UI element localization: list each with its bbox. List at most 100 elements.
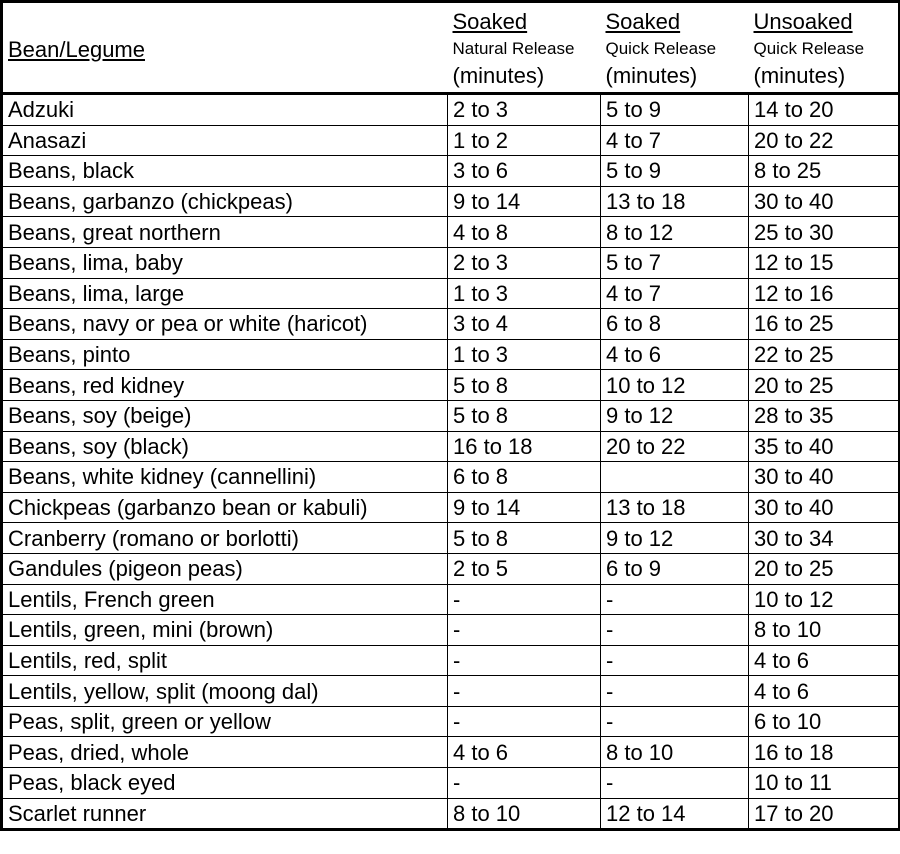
bean-name-cell: Beans, red kidney (1, 369, 448, 401)
unsoaked-quick-cell: 6 to 10 (748, 705, 900, 738)
soaked-natural-cell: 9 to 14 (447, 185, 601, 218)
bean-name-cell: Beans, lima, large (1, 277, 448, 310)
header-row: Bean/Legume Soaked Natural Release (minu… (1, 1, 900, 95)
table-row: Lentils, green, mini (brown) - -8 to 10 (1, 614, 900, 646)
bean-name-cell: Lentils, green, mini (brown) (1, 614, 448, 646)
header-subtitle: Quick Release (605, 39, 717, 58)
bean-name-cell: Anasazi (1, 124, 448, 157)
table-header: Bean/Legume Soaked Natural Release (minu… (1, 1, 900, 95)
table-row: Beans, soy (black) 16 to 18 20 to 22 35 to … (1, 430, 900, 463)
table-row: Beans, white kidney (cannellini) 6 to 8 30… (1, 461, 900, 493)
table-row: Beans, garbanzo (chickpeas) 9 to 14 13 to … (1, 185, 900, 218)
soaked-quick-cell: 5 to 7 (600, 246, 749, 279)
table-row: Lentils, French green - -10 to 12 (1, 583, 900, 616)
unsoaked-quick-cell: 30 to 40 (748, 185, 900, 218)
bean-name-cell: Beans, navy or pea or white (haricot) (1, 308, 448, 340)
table-row: Peas, black eyed - -10 to 11 (1, 767, 900, 799)
header-title: Unsoaked (753, 9, 853, 34)
table-row: Chickpeas (garbanzo bean or kabuli) 9 to … (1, 491, 900, 524)
bean-name-cell: Beans, great northern (1, 216, 448, 248)
unsoaked-quick-cell: 30 to 34 (748, 522, 900, 554)
bean-name-cell: Peas, black eyed (1, 767, 448, 799)
soaked-quick-cell: 6 to 9 (600, 552, 749, 585)
header-soaked-natural: Soaked Natural Release (minutes) (447, 1, 601, 95)
soaked-natural-cell: - (447, 583, 601, 616)
soaked-natural-cell: 2 to 5 (447, 552, 601, 585)
unsoaked-quick-cell: 20 to 25 (748, 369, 900, 401)
soaked-natural-cell: 4 to 6 (447, 736, 601, 769)
table-row: Lentils, red, split - -4 to 6 (1, 644, 900, 677)
soaked-quick-cell: 6 to 8 (600, 308, 749, 340)
soaked-natural-cell: 5 to 8 (447, 522, 601, 554)
header-subtitle: Natural Release (452, 39, 575, 58)
soaked-natural-cell: 5 to 8 (447, 369, 601, 401)
soaked-natural-cell: 3 to 6 (447, 155, 601, 187)
header-bean-legume-label: Bean/Legume (8, 37, 145, 62)
soaked-quick-cell: - (600, 644, 749, 677)
bean-name-cell: Beans, soy (beige) (1, 399, 448, 432)
table-row: Scarlet runner 8 to 10 12 to 14 17 to 20 (1, 797, 900, 831)
soaked-natural-cell: 4 to 8 (447, 216, 601, 248)
bean-name-cell: Gandules (pigeon peas) (1, 552, 448, 585)
bean-name-cell: Beans, black (1, 155, 448, 187)
unsoaked-quick-cell: 4 to 6 (748, 644, 900, 677)
soaked-quick-cell: 13 to 18 (600, 491, 749, 524)
unsoaked-quick-cell: 10 to 12 (748, 583, 900, 616)
bean-cooking-times-table: Bean/Legume Soaked Natural Release (minu… (0, 0, 900, 832)
unsoaked-quick-cell: 12 to 16 (748, 277, 900, 310)
soaked-natural-cell: 2 to 3 (447, 93, 601, 126)
unsoaked-quick-cell: 12 to 15 (748, 246, 900, 279)
soaked-quick-cell (600, 461, 749, 493)
unsoaked-quick-cell: 22 to 25 (748, 338, 900, 371)
header-bean-legume: Bean/Legume (1, 1, 448, 95)
table-row: Beans, red kidney 5 to 8 10 to 12 20 to 25 (1, 369, 900, 401)
soaked-natural-cell: - (447, 675, 601, 707)
bean-name-cell: Adzuki (1, 93, 448, 126)
soaked-natural-cell: 3 to 4 (447, 308, 601, 340)
header-unit: (minutes) (753, 63, 846, 88)
bean-name-cell: Cranberry (romano or borlotti) (1, 522, 448, 554)
soaked-quick-cell: 5 to 9 (600, 155, 749, 187)
soaked-quick-cell: 4 to 7 (600, 277, 749, 310)
soaked-quick-cell: 13 to 18 (600, 185, 749, 218)
soaked-quick-cell: - (600, 767, 749, 799)
soaked-quick-cell: 5 to 9 (600, 93, 749, 126)
soaked-quick-cell: 8 to 12 (600, 216, 749, 248)
soaked-quick-cell: 9 to 12 (600, 399, 749, 432)
soaked-natural-cell: 5 to 8 (447, 399, 601, 432)
soaked-quick-cell: - (600, 705, 749, 738)
soaked-quick-cell: 4 to 6 (600, 338, 749, 371)
unsoaked-quick-cell: 8 to 25 (748, 155, 900, 187)
table-row: Beans, navy or pea or white (haricot) 3 t… (1, 308, 900, 340)
header-unit: (minutes) (605, 63, 698, 88)
bean-name-cell: Beans, lima, baby (1, 246, 448, 279)
unsoaked-quick-cell: 35 to 40 (748, 430, 900, 463)
soaked-natural-cell: - (447, 705, 601, 738)
header-unsoaked-quick: Unsoaked Quick Release (minutes) (748, 1, 900, 95)
soaked-natural-cell: - (447, 614, 601, 646)
soaked-quick-cell: - (600, 614, 749, 646)
unsoaked-quick-cell: 30 to 40 (748, 461, 900, 493)
bean-name-cell: Beans, pinto (1, 338, 448, 371)
bean-name-cell: Lentils, French green (1, 583, 448, 616)
soaked-natural-cell: 2 to 3 (447, 246, 601, 279)
unsoaked-quick-cell: 14 to 20 (748, 93, 900, 126)
unsoaked-quick-cell: 25 to 30 (748, 216, 900, 248)
unsoaked-quick-cell: 8 to 10 (748, 614, 900, 646)
soaked-quick-cell: 12 to 14 (600, 797, 749, 831)
soaked-natural-cell: 8 to 10 (447, 797, 601, 831)
header-subtitle: Quick Release (753, 39, 865, 58)
unsoaked-quick-cell: 16 to 25 (748, 308, 900, 340)
unsoaked-quick-cell: 16 to 18 (748, 736, 900, 769)
soaked-quick-cell: 9 to 12 (600, 522, 749, 554)
bean-name-cell: Lentils, red, split (1, 644, 448, 677)
